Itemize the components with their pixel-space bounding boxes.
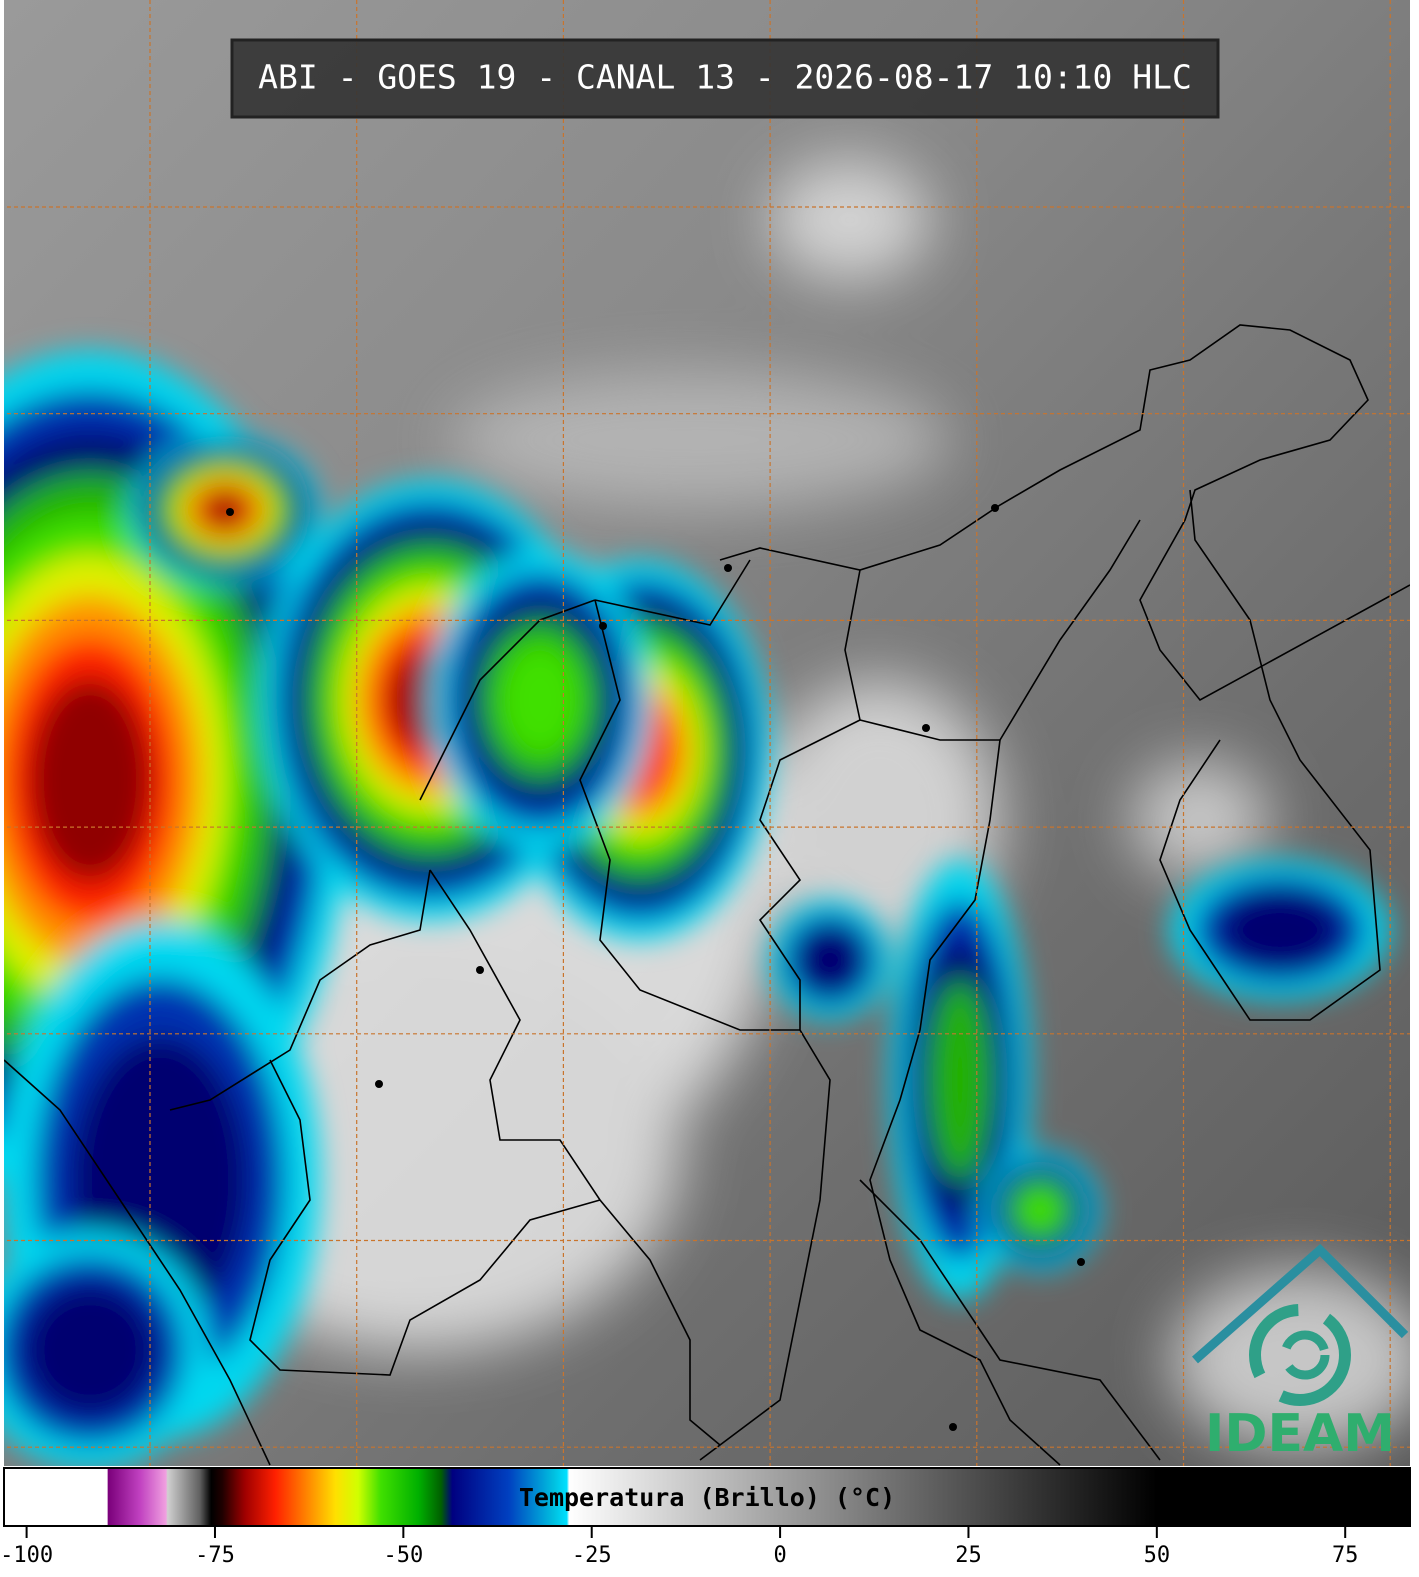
tick-label: 25 [955, 1543, 982, 1568]
tick-label: 75 [1332, 1543, 1359, 1568]
logo: IDEAM [1192, 1243, 1409, 1464]
tick-label: 0 [773, 1543, 786, 1568]
colorbar-label: Temperatura (Brillo) (°C) [519, 1483, 895, 1512]
satellite-image: IDEAM [4, 0, 1410, 1466]
tick-label: -75 [195, 1543, 235, 1568]
borders [4, 324, 1410, 1466]
title-box: ABI - GOES 19 - CANAL 13 - 2026-08-17 10… [230, 38, 1220, 119]
tick-label: -25 [572, 1543, 612, 1568]
tick-label: -100 [0, 1543, 53, 1568]
graticule [4, 0, 1410, 1466]
tick-label: 50 [1144, 1543, 1171, 1568]
logo-text: IDEAM [1205, 1404, 1395, 1464]
colorbar-ramp [3, 1467, 1411, 1527]
tick-label: -50 [383, 1543, 423, 1568]
colorbar: Temperatura (Brillo) (°C) -100 -75 -50 -25 0… [0, 1467, 1411, 1568]
cities [226, 504, 1085, 1431]
title: ABI - GOES 19 - CANAL 13 - 2026-08-17 10… [258, 58, 1192, 97]
